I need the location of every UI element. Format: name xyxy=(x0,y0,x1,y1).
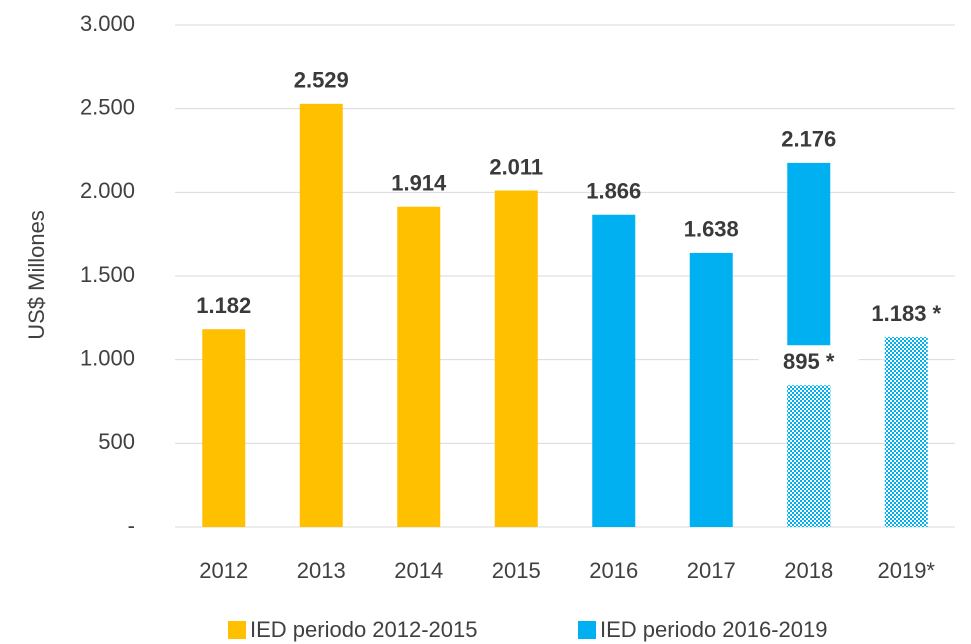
bar xyxy=(592,214,636,528)
y-tick-label: 500 xyxy=(98,429,135,454)
y-tick-label: 1.500 xyxy=(80,262,135,287)
bar xyxy=(397,206,441,527)
y-tick-label: 3.000 xyxy=(80,11,135,36)
bar xyxy=(494,190,538,527)
x-tick-label: 2013 xyxy=(297,558,346,583)
bar xyxy=(689,252,733,527)
y-tick-label: - xyxy=(128,513,135,538)
legend-label: IED periodo 2012-2015 xyxy=(250,617,478,642)
data-label: 895 * xyxy=(783,349,835,374)
data-label: 2.176 xyxy=(781,127,836,152)
data-label: 1.638 xyxy=(684,217,739,242)
legend-swatch xyxy=(578,621,596,639)
x-tick-label: 2015 xyxy=(492,558,541,583)
x-tick-label: 2017 xyxy=(687,558,736,583)
preliminary-bar xyxy=(884,329,928,527)
legend-swatch xyxy=(228,621,246,639)
preliminary-bar xyxy=(787,377,831,527)
data-label: 1.866 xyxy=(586,179,641,204)
data-label: 1.182 xyxy=(196,293,251,318)
y-tick-label: 2.500 xyxy=(80,94,135,119)
x-tick-label: 2014 xyxy=(394,558,443,583)
x-tick-label: 2012 xyxy=(199,558,248,583)
data-label: 1.183 * xyxy=(871,301,941,326)
bar xyxy=(299,103,343,528)
y-tick-label: 2.000 xyxy=(80,178,135,203)
x-tick-label: 2018 xyxy=(784,558,833,583)
data-label: 1.914 xyxy=(391,171,447,196)
x-tick-label: 2016 xyxy=(589,558,638,583)
label-background xyxy=(856,297,957,338)
label-background xyxy=(758,345,859,386)
y-tick-label: 1.000 xyxy=(80,345,135,370)
data-label: 2.011 xyxy=(489,154,543,179)
y-axis-title: US$ Millones xyxy=(24,210,49,340)
x-tick-label: 2019* xyxy=(877,558,935,583)
legend-label: IED periodo 2016-2019 xyxy=(600,617,828,642)
data-label: 2.529 xyxy=(294,68,349,93)
bar xyxy=(202,329,246,527)
